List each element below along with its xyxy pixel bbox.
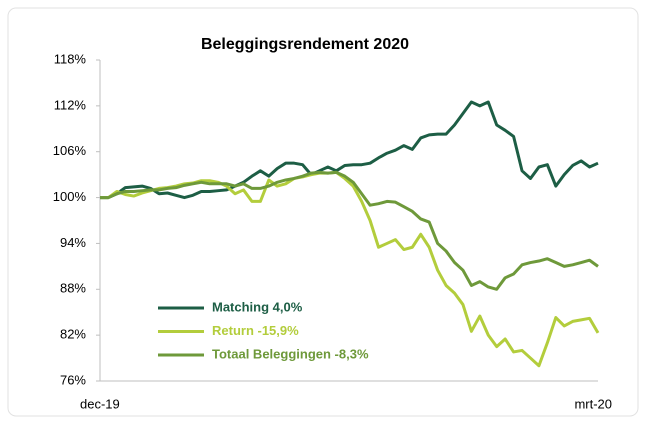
legend-label: Totaal Beleggingen -8,3% <box>212 346 369 361</box>
y-tick-label: 94% <box>60 235 86 250</box>
x-tick-label: dec-19 <box>80 396 120 411</box>
x-tick-label: mrt-20 <box>574 396 612 411</box>
series-line <box>100 100 599 200</box>
y-tick-label: 88% <box>60 281 86 296</box>
y-tick-label: 76% <box>60 372 86 387</box>
legend-label: Return -15,9% <box>212 323 299 338</box>
y-tick-label: 82% <box>60 327 86 342</box>
y-tick-label: 106% <box>53 143 87 158</box>
y-tick-label: 118% <box>54 51 87 66</box>
series-line <box>100 170 599 291</box>
chart-title: Beleggingsrendement 2020 <box>201 36 409 53</box>
card <box>7 7 639 417</box>
y-tick-label: 100% <box>53 189 87 204</box>
legend-label: Matching 4,0% <box>212 299 303 314</box>
y-tick-label: 112% <box>54 97 87 112</box>
